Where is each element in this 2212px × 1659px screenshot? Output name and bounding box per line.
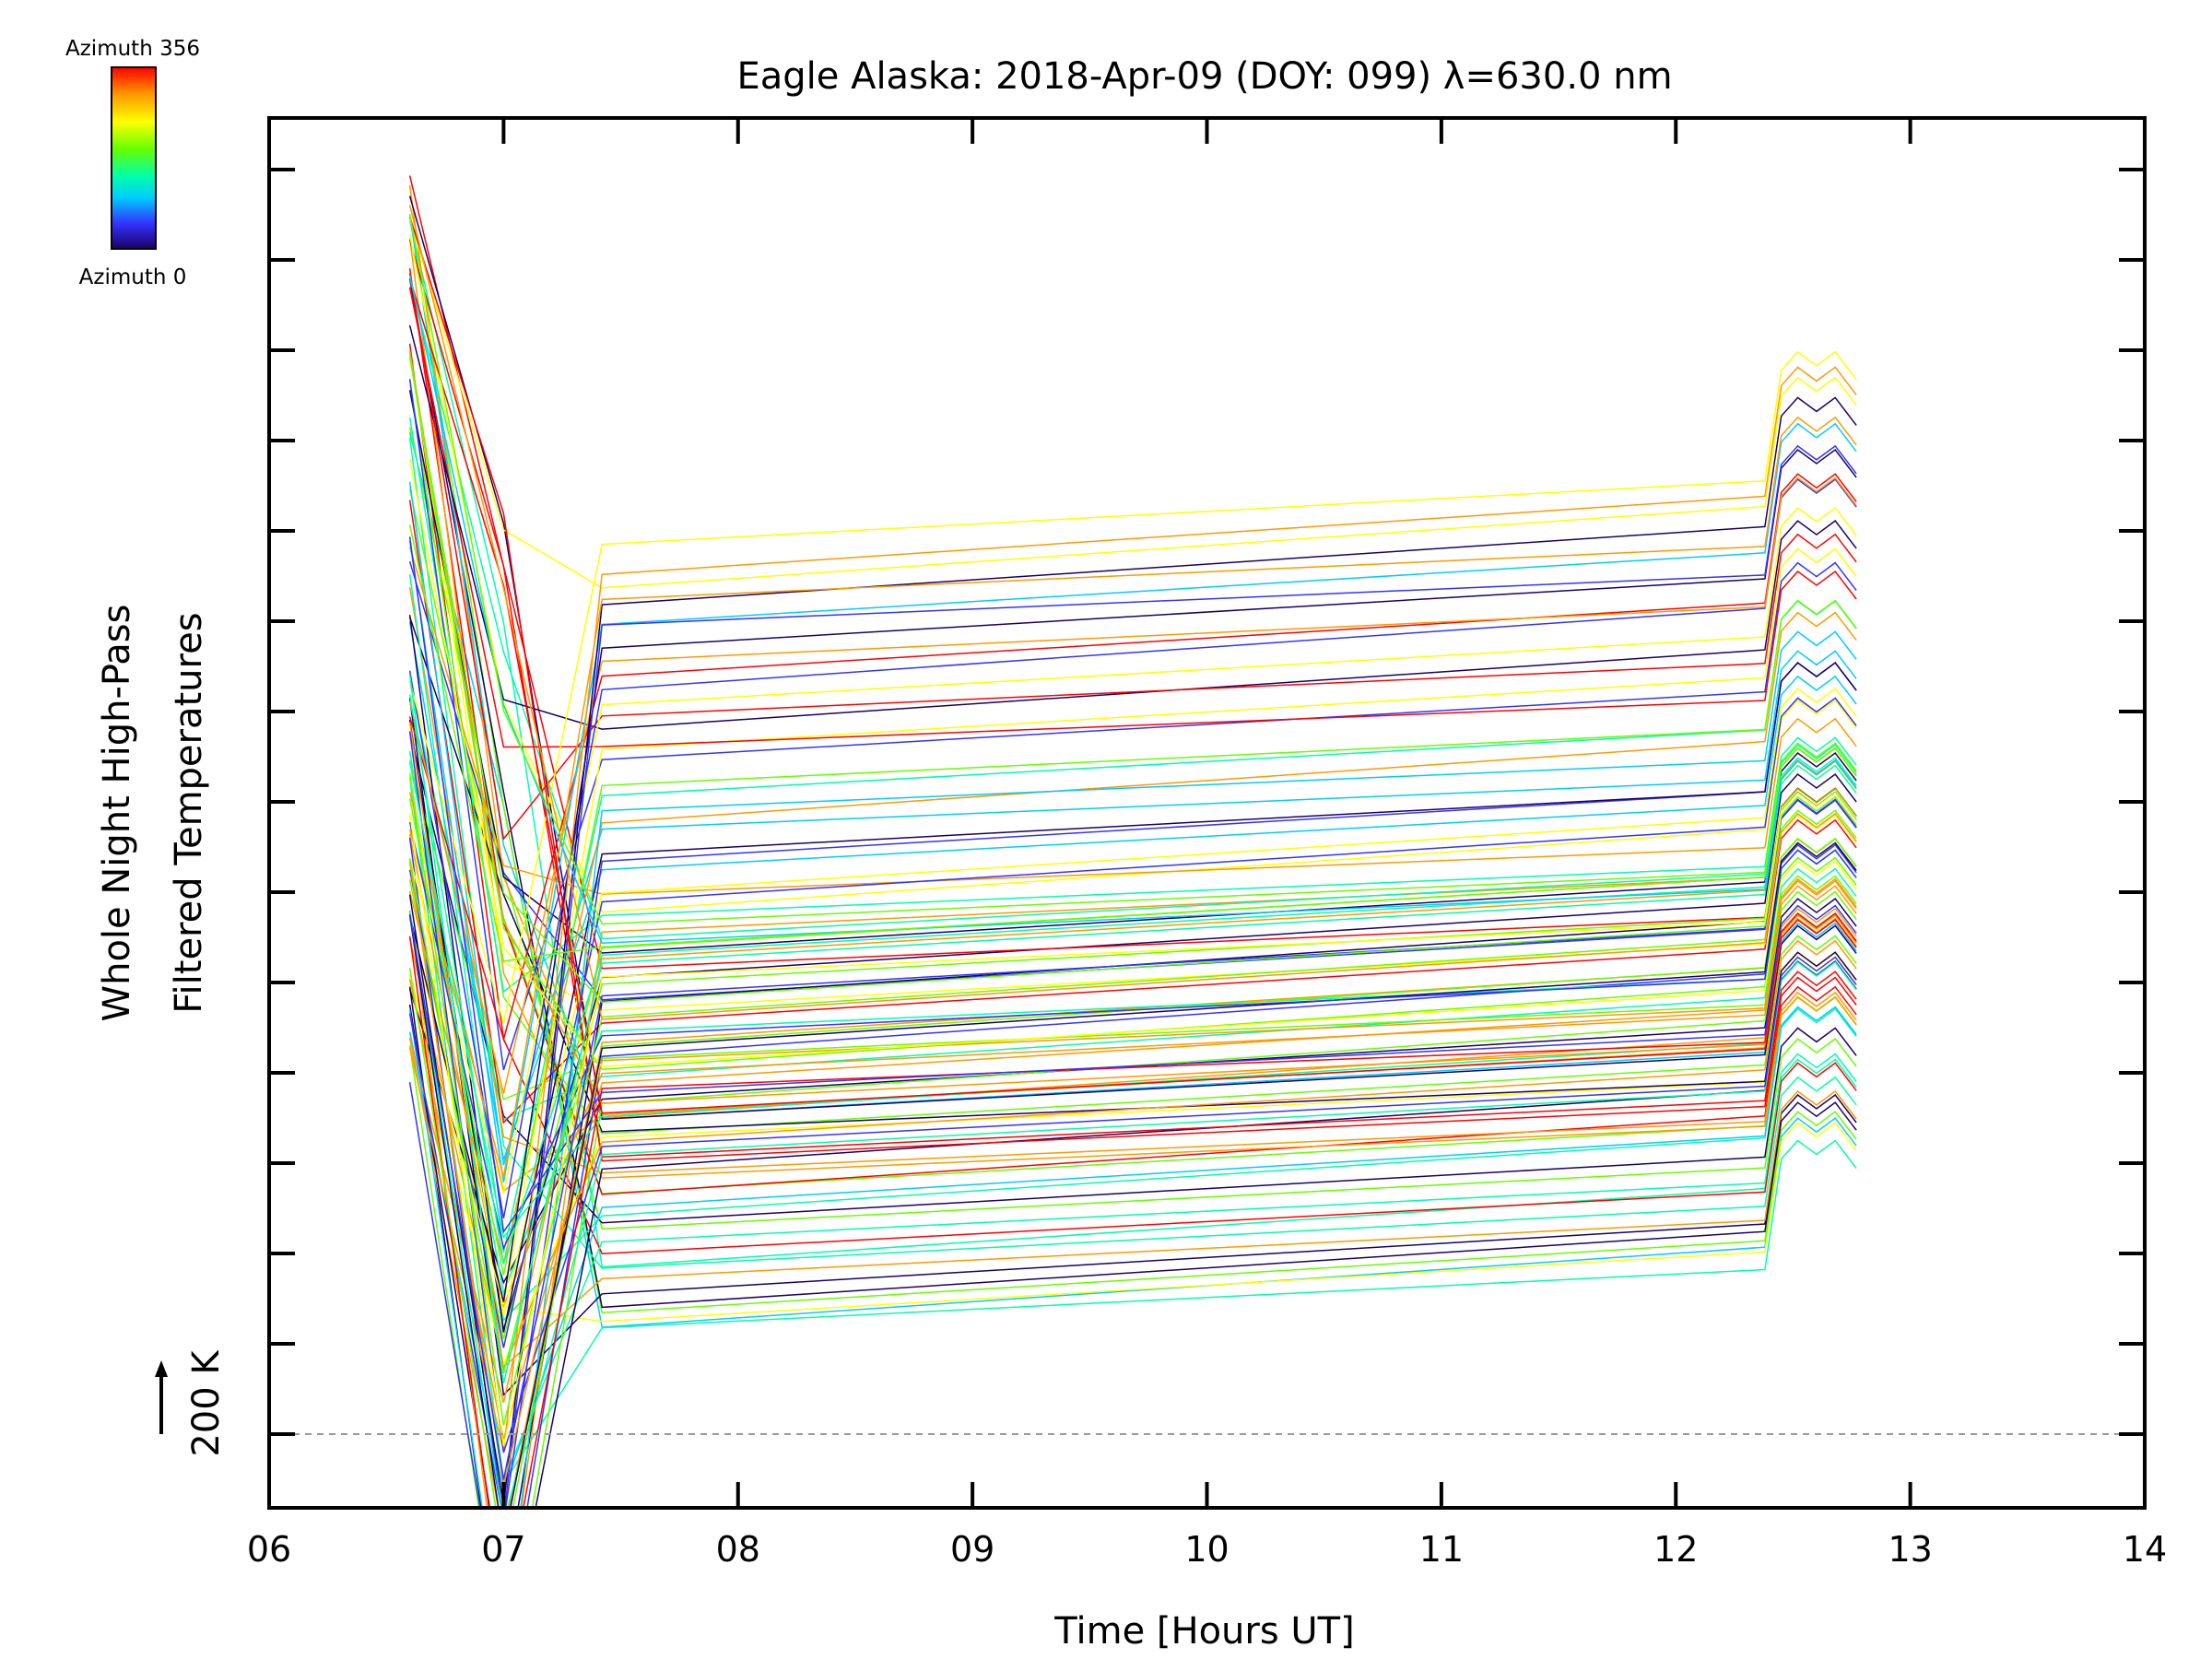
x-tick-label: 13 [1888, 1529, 1932, 1570]
colorbar-bottom-label: Azimuth 0 [79, 265, 187, 289]
scale-arrow-head [155, 1360, 168, 1377]
series-line [408, 524, 1857, 962]
series-line [408, 195, 1857, 1121]
series-line [408, 205, 1857, 1020]
series-line [408, 841, 1857, 1508]
series-line [408, 396, 1857, 1507]
series-line [408, 890, 1857, 1508]
series-line [408, 444, 1857, 1508]
x-axis-label: Time [Hours UT] [1053, 1610, 1354, 1653]
series-line [408, 547, 1857, 895]
x-tick-label: 08 [716, 1529, 760, 1570]
series-line [408, 918, 1857, 1323]
series-line [408, 422, 1857, 1182]
series-line [408, 278, 1857, 940]
series-line [408, 615, 1857, 1333]
series-line [408, 287, 1857, 748]
series-line [408, 481, 1857, 1166]
series-line [408, 621, 1857, 1160]
series-line [408, 324, 1857, 730]
series-line [408, 937, 1857, 1369]
scale-label: 200 K [185, 1349, 228, 1457]
series-line [408, 719, 1857, 1331]
x-tick-label: 11 [1419, 1529, 1464, 1570]
series-line [408, 680, 1857, 1121]
x-ticks: 06 07 08 09 10 11 12 13 14 [247, 118, 2167, 1570]
series-line [408, 674, 1857, 1383]
x-tick-label: 10 [1184, 1529, 1229, 1570]
series-line [408, 219, 1857, 1268]
series-line [408, 477, 1857, 1094]
series-line [408, 218, 1857, 589]
series-line [408, 694, 1857, 1265]
y-axis-label-line1: Whole Night High-Pass [96, 605, 138, 1022]
series-line [408, 277, 1857, 1114]
series-line [408, 355, 1857, 1070]
series-line [408, 821, 1857, 1251]
series-line [408, 427, 1857, 1230]
series-line [408, 547, 1857, 1305]
series-line [408, 791, 1857, 1508]
series-line [408, 417, 1857, 994]
series-line [408, 630, 1857, 1508]
series-line [408, 731, 1857, 1453]
series-line [408, 235, 1857, 913]
series-line [408, 184, 1857, 1119]
series-line [408, 350, 1857, 1024]
series-line [408, 858, 1857, 1486]
series-line [408, 273, 1857, 841]
chart-title: Eagle Alaska: 2018-Apr-09 (DOY: 099) λ=6… [736, 55, 1672, 98]
x-tick-label: 07 [481, 1529, 525, 1570]
scale-indicator: 200 K [155, 1349, 228, 1457]
colorbar-top-label: Azimuth 356 [65, 37, 200, 61]
series-line [408, 437, 1857, 1269]
series-line [408, 215, 1857, 1313]
y-axis-label-line2: Filtered Temperatures [168, 612, 210, 1013]
series-line [408, 275, 1857, 944]
x-tick-label: 06 [247, 1529, 291, 1570]
x-tick-label: 09 [950, 1529, 994, 1570]
series-line [408, 278, 1857, 1309]
series-line [408, 500, 1857, 1124]
series-line [408, 458, 1857, 1067]
x-tick-label: 14 [2123, 1529, 2167, 1570]
series-line [408, 432, 1857, 1328]
series-line [408, 747, 1857, 1339]
series-line [408, 911, 1857, 1508]
y-ticks [269, 168, 2145, 1436]
series-line [408, 834, 1857, 1309]
series-line [408, 416, 1857, 1178]
series-line [408, 862, 1857, 1487]
series-line [408, 617, 1857, 1133]
series-line [408, 473, 1857, 1042]
series-line [408, 792, 1857, 1447]
series-line [408, 586, 1857, 1174]
colorbar-gradient [111, 66, 157, 250]
series-line [408, 731, 1857, 1224]
series-line [408, 506, 1857, 1194]
series-line [408, 837, 1857, 1508]
series-line [408, 536, 1857, 1234]
x-tick-label: 12 [1653, 1529, 1698, 1570]
series-line [408, 379, 1857, 1135]
series-line [408, 599, 1857, 1276]
colorbar: Azimuth 356 Azimuth 0 [65, 37, 200, 289]
series-line [408, 357, 1857, 1004]
series-line [408, 267, 1857, 1195]
series-line [408, 912, 1857, 1508]
series-line [408, 697, 1857, 1348]
series-line [408, 478, 1857, 1219]
series-line [408, 379, 1857, 1071]
series-lines [408, 175, 1857, 1508]
series-line [408, 573, 1857, 1253]
series-line [408, 722, 1857, 1371]
series-line [408, 214, 1857, 925]
